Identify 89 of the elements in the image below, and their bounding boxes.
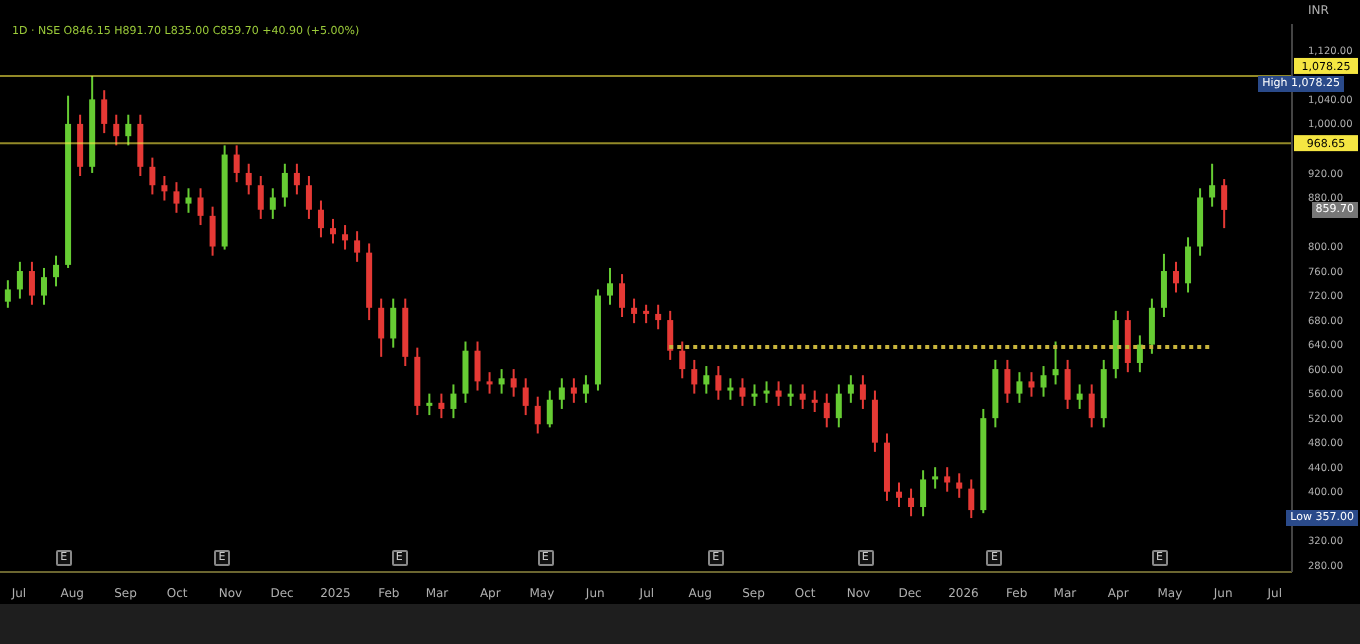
candlestick xyxy=(534,395,541,435)
candlestick xyxy=(233,144,240,184)
candlestick xyxy=(679,340,686,380)
candlestick xyxy=(330,217,337,245)
candlestick xyxy=(1148,297,1155,355)
candlestick xyxy=(486,371,493,395)
candlestick xyxy=(498,368,505,395)
candlestick xyxy=(317,199,324,239)
candlestick xyxy=(1016,371,1023,404)
candlestick xyxy=(293,162,300,196)
candlestick xyxy=(450,383,457,420)
candlestick xyxy=(1185,236,1192,294)
candlestick xyxy=(1160,252,1167,318)
candlestick xyxy=(823,392,830,429)
candlestick xyxy=(968,478,975,520)
candlestick xyxy=(426,392,433,417)
candlestick xyxy=(558,377,565,410)
candlestick xyxy=(727,377,734,401)
candlestick xyxy=(113,113,120,147)
candlestick xyxy=(932,466,939,490)
candlestick xyxy=(125,113,132,147)
candlestick xyxy=(40,266,47,306)
candlestick xyxy=(811,389,818,414)
candlestick xyxy=(1040,365,1047,398)
candlestick xyxy=(342,224,349,251)
candlestick xyxy=(149,156,156,196)
candlestick xyxy=(390,297,397,349)
candlestick xyxy=(835,383,842,429)
candlestick xyxy=(137,113,144,178)
candlestick xyxy=(53,254,60,288)
candlestick xyxy=(161,175,168,202)
candlestick xyxy=(570,377,577,404)
candlestick xyxy=(28,260,35,306)
candlestick xyxy=(1172,260,1179,294)
candlestick xyxy=(775,380,782,407)
candlestick xyxy=(77,113,84,178)
candlestick xyxy=(1221,178,1228,230)
candlestick xyxy=(1124,309,1131,374)
candlestick xyxy=(197,187,204,227)
candlestick xyxy=(16,260,23,300)
candlestick xyxy=(956,472,963,499)
candlestick xyxy=(619,273,626,318)
candlestick xyxy=(378,297,385,358)
candlestick xyxy=(101,89,108,135)
candlestick xyxy=(1088,383,1095,429)
candlestick xyxy=(305,175,312,220)
candlestick xyxy=(1052,340,1059,386)
candlestick xyxy=(281,162,288,208)
candlestick xyxy=(1136,334,1143,374)
candlestick xyxy=(787,383,794,407)
candlestick xyxy=(546,389,553,429)
candlestick xyxy=(631,297,638,325)
candlestick xyxy=(751,383,758,407)
candlestick xyxy=(245,162,252,196)
candlestick xyxy=(920,469,927,518)
candlestick xyxy=(643,303,650,325)
candlestick xyxy=(209,205,216,257)
candlestick xyxy=(944,466,951,493)
candlestick xyxy=(859,374,866,410)
candlestick xyxy=(438,392,445,420)
candlestick xyxy=(606,266,613,306)
candlestick xyxy=(522,377,529,417)
candlestick xyxy=(1004,358,1011,404)
candlestick xyxy=(269,187,276,220)
candlestick xyxy=(739,377,746,407)
candlestick xyxy=(908,487,915,518)
candlestick xyxy=(185,187,192,214)
candlestick xyxy=(691,358,698,395)
candlestick xyxy=(655,303,662,331)
candlestick xyxy=(173,181,180,214)
candlestick xyxy=(703,365,710,395)
candlestick xyxy=(715,365,722,401)
candlestick xyxy=(847,374,854,404)
candlestick xyxy=(1028,371,1035,398)
candlestick xyxy=(871,389,878,453)
candlestick xyxy=(474,340,481,392)
candlestick xyxy=(1076,383,1083,410)
candlestick xyxy=(510,368,517,398)
candlestick xyxy=(462,340,469,404)
candlestick xyxy=(1209,162,1216,208)
candlestick xyxy=(763,380,770,404)
candlestick xyxy=(896,481,903,509)
candlestick xyxy=(582,374,589,404)
candlestick xyxy=(4,279,11,309)
candlestick xyxy=(1064,358,1071,410)
candlestick xyxy=(799,383,806,410)
candlestick xyxy=(354,230,361,263)
candlestick xyxy=(667,309,674,361)
candlestick xyxy=(257,175,264,220)
